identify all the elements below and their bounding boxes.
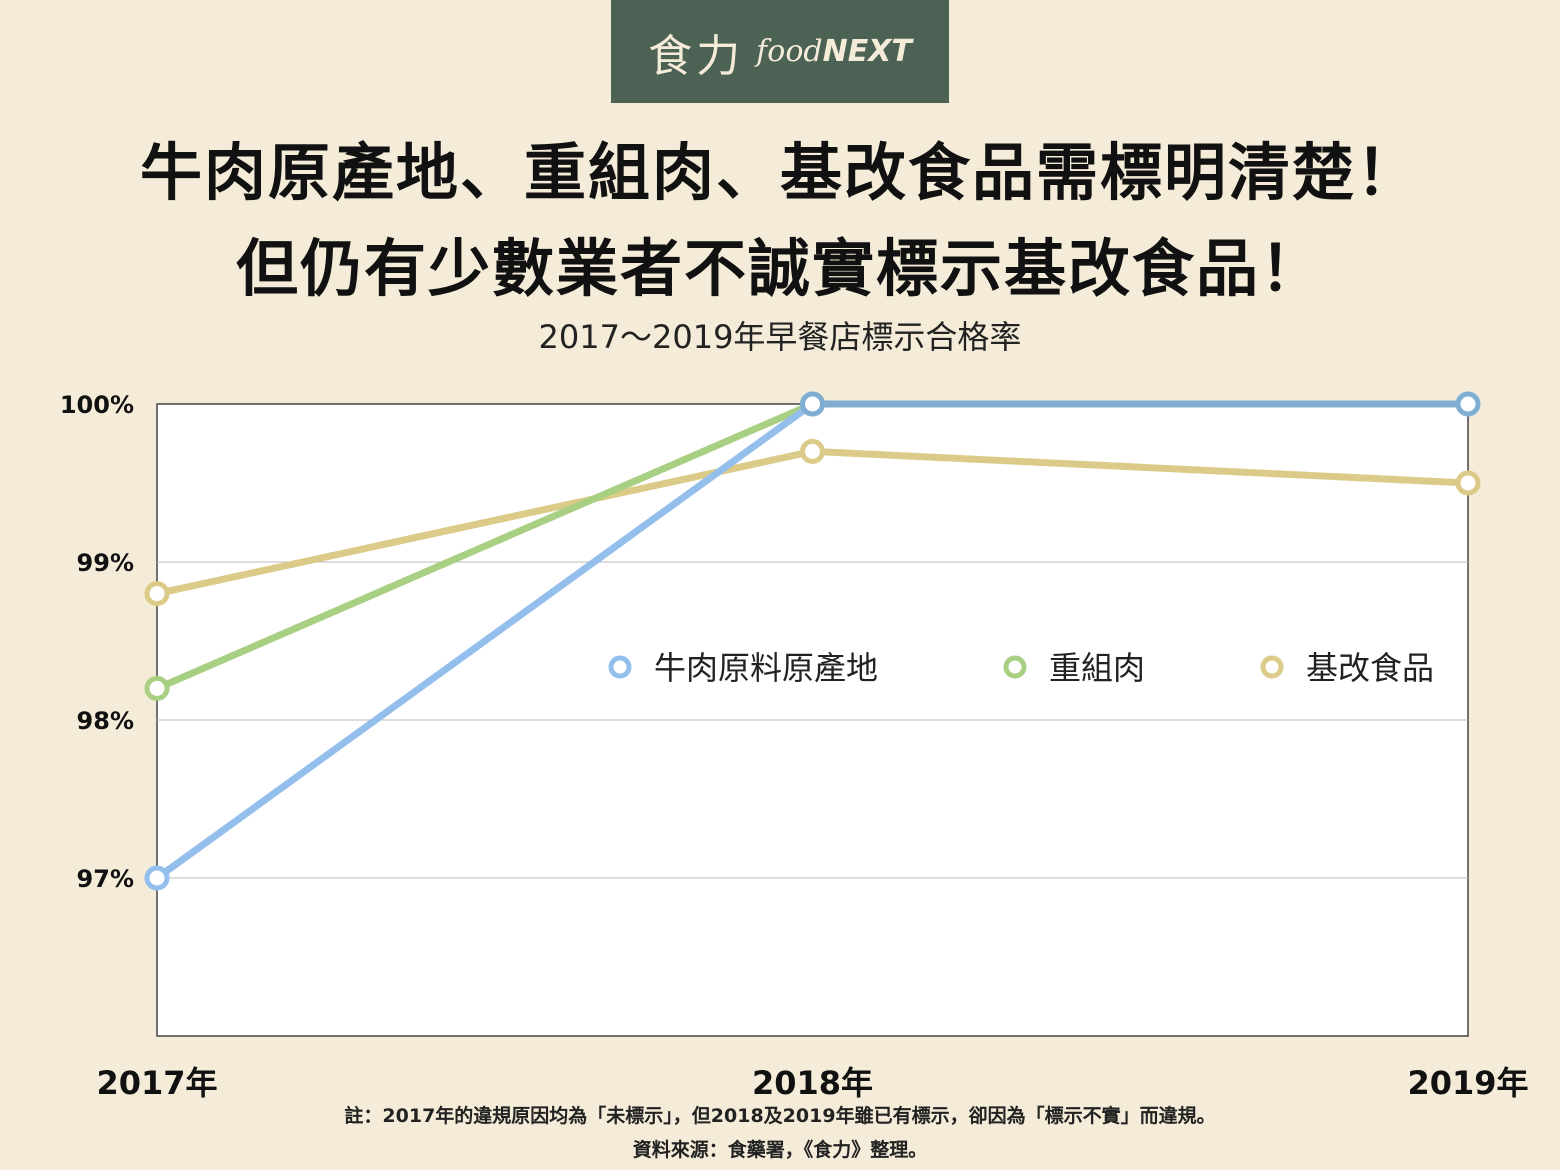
series-line-segment: [153, 400, 816, 692]
logo-en-suffix: NEXT: [822, 34, 912, 69]
legend-label: 重組肉: [1049, 649, 1145, 687]
logo-chinese: 食力: [648, 30, 745, 82]
data-point: [144, 865, 170, 891]
data-point: [144, 675, 170, 701]
data-point: [800, 438, 825, 464]
legend-item: 牛肉原料原產地: [608, 649, 878, 687]
series-points: [144, 391, 1481, 891]
series-line-segment: [809, 447, 1472, 487]
legend-item: 基改食品: [1260, 649, 1434, 687]
legend-label: 基改食品: [1306, 649, 1434, 687]
y-tick-label: 100%: [60, 391, 134, 419]
data-point: [1455, 391, 1481, 417]
logo-en-prefix: food: [756, 34, 823, 69]
x-axis-ticks: 2017年 2018年 2019年: [96, 1064, 1528, 1102]
headline-line-1: 牛肉原產地、重組肉、基改食品需標明清楚！: [139, 136, 1420, 209]
legend-item: 重組肉: [1003, 649, 1145, 687]
y-axis-ticks: 100% 99% 98% 97%: [60, 391, 134, 893]
legend: 牛肉原料原產地 重組肉 基改食品: [608, 649, 1434, 687]
chart-title: 2017～2019年早餐店標示合格率: [538, 318, 1022, 356]
x-tick-label: 2018年: [752, 1064, 873, 1102]
legend-marker: [1260, 655, 1284, 679]
foodnext-logo: 食力 foodNEXT: [611, 0, 949, 103]
y-tick-label: 99%: [77, 549, 134, 577]
x-tick-label: 2019年: [1407, 1064, 1528, 1102]
data-point: [144, 581, 170, 607]
x-tick-label: 2017年: [96, 1064, 217, 1102]
series-line-segment: [153, 447, 816, 598]
y-tick-label: 97%: [77, 865, 134, 893]
legend-label: 牛肉原料原產地: [654, 649, 878, 687]
headline-line-2: 但仍有少數業者不誠實標示基改食品！: [235, 232, 1324, 305]
legend-marker: [1003, 655, 1027, 679]
legend-marker: [608, 655, 632, 679]
source-note: 資料來源：食藥署，《食力》整理。: [632, 1139, 928, 1161]
series-lines: [153, 400, 1472, 882]
y-tick-label: 98%: [77, 707, 134, 735]
data-point: [1455, 470, 1481, 496]
logo-english: foodNEXT: [756, 34, 912, 69]
footnote: 註：2017年的違規原因均為「未標示」，但2018及2019年雖已有標示，卻因為…: [344, 1105, 1216, 1127]
series-line-segment: [153, 400, 816, 882]
data-point: [800, 391, 825, 417]
